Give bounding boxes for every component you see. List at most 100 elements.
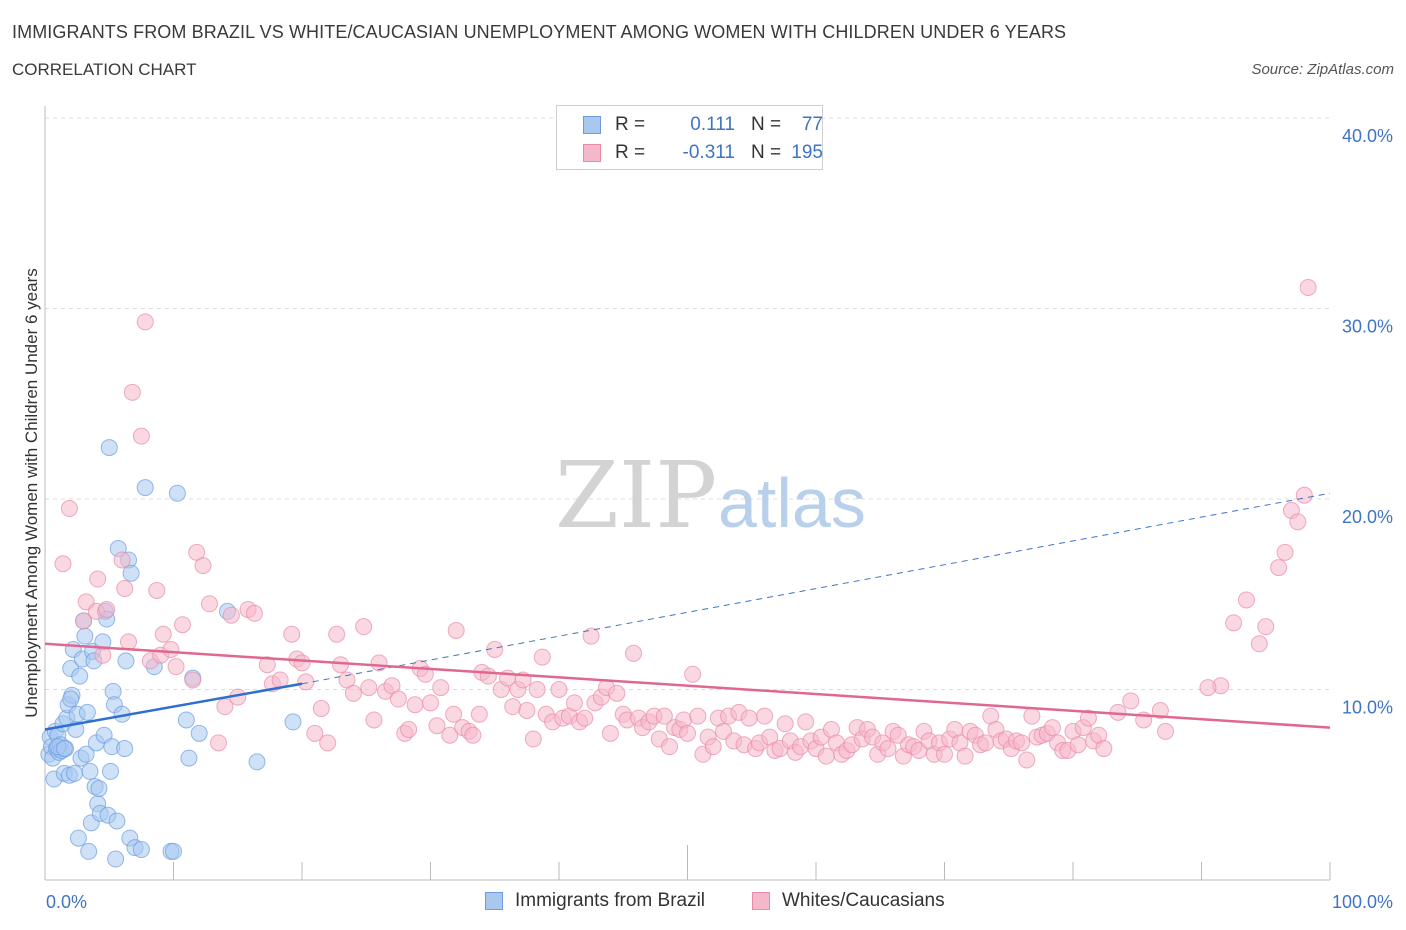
x-tick-labels: 0.0% 100.0% <box>46 892 1393 912</box>
data-point <box>360 679 378 697</box>
data-point <box>1199 679 1217 697</box>
data-point <box>625 644 643 662</box>
data-point <box>416 665 434 683</box>
data-point <box>370 654 388 672</box>
data-point <box>441 726 459 744</box>
legend-swatch-whites <box>583 144 601 162</box>
watermark-zip: ZIP <box>555 442 717 549</box>
data-point <box>1299 279 1317 297</box>
data-point <box>365 711 383 729</box>
data-point <box>136 479 154 497</box>
data-point <box>122 564 140 582</box>
data-point <box>173 616 191 634</box>
y-tick-labels: 10.0% 20.0% 30.0% 40.0% <box>1342 126 1393 718</box>
data-point <box>120 633 138 651</box>
data-point <box>679 724 696 742</box>
stats-legend: R = 0.111 N = 77 R = -0.311 N = 195 <box>556 105 823 170</box>
y-tick-label: 40.0% <box>1342 126 1393 146</box>
legend-swatch-whites <box>752 892 770 910</box>
data-point <box>1157 722 1175 740</box>
data-point <box>69 829 87 847</box>
watermark-atlas: atlas <box>718 464 866 542</box>
data-point <box>936 745 953 763</box>
data-point <box>332 656 350 674</box>
data-point <box>117 652 135 670</box>
legend-n-value: 195 <box>791 142 823 163</box>
data-point <box>689 707 707 725</box>
data-point <box>524 730 542 748</box>
data-point <box>136 313 154 331</box>
legend-n-label: N = <box>751 114 787 135</box>
data-point <box>445 705 463 723</box>
data-point <box>94 646 112 664</box>
data-point <box>355 618 373 636</box>
data-point <box>1018 751 1036 769</box>
data-point <box>123 383 141 401</box>
series-legend: Immigrants from Brazil Whites/Caucasians <box>0 888 1406 916</box>
data-point <box>80 842 98 860</box>
data-point <box>1257 618 1275 636</box>
data-point <box>601 724 619 742</box>
data-point <box>90 780 108 798</box>
legend-n-value: 77 <box>801 114 823 135</box>
data-point <box>184 671 202 689</box>
data-point <box>655 707 673 725</box>
data-point <box>608 684 626 702</box>
series-whites-caucasians <box>54 279 1317 769</box>
data-point <box>817 747 835 765</box>
legend-swatch-brazil <box>485 892 503 910</box>
data-point <box>432 679 450 697</box>
data-point <box>1151 701 1169 719</box>
data-point <box>55 740 73 758</box>
data-point <box>248 753 266 771</box>
data-point <box>684 665 702 683</box>
data-point <box>565 694 583 712</box>
data-point <box>319 734 337 752</box>
y-axis-label: Unemployment Among Women with Children U… <box>22 268 41 717</box>
data-point <box>1225 614 1243 632</box>
data-point <box>78 703 96 721</box>
watermark: ZIP atlas <box>555 442 866 549</box>
data-point <box>1237 591 1255 609</box>
data-point <box>479 667 497 685</box>
legend-label-whites: Whites/Caucasians <box>782 890 945 911</box>
data-point <box>284 713 302 731</box>
data-point <box>60 500 78 518</box>
data-point <box>447 621 465 639</box>
data-point <box>297 673 315 691</box>
data-point <box>879 740 897 758</box>
y-tick-label: 20.0% <box>1342 507 1393 527</box>
legend-r-label: R = <box>615 114 651 135</box>
data-point <box>148 581 166 599</box>
data-point <box>132 841 150 859</box>
data-point <box>98 600 116 618</box>
data-point <box>504 698 522 716</box>
data-point <box>77 745 95 763</box>
legend-swatch-brazil <box>583 116 601 134</box>
data-point <box>1270 559 1288 577</box>
legend-n-label: N = <box>751 142 787 163</box>
data-point <box>1095 740 1113 758</box>
data-point <box>190 724 208 742</box>
data-point <box>258 656 276 674</box>
data-point <box>428 717 446 735</box>
data-point <box>328 625 346 643</box>
data-point <box>107 850 125 868</box>
data-point <box>1295 486 1313 504</box>
data-point <box>776 715 794 733</box>
legend-r-value: 0.111 <box>690 114 735 135</box>
series-immigrants-from-brazil <box>40 439 302 868</box>
legend-r-label: R = <box>615 142 651 163</box>
data-point <box>62 690 80 708</box>
data-point <box>168 484 186 502</box>
data-point <box>1289 513 1307 531</box>
data-point <box>518 701 536 719</box>
data-point <box>283 625 301 643</box>
data-point <box>177 711 195 729</box>
trend-lines <box>44 492 1331 731</box>
data-point <box>550 681 568 698</box>
data-point <box>1023 707 1041 725</box>
data-point <box>389 690 407 708</box>
data-point <box>533 648 551 666</box>
